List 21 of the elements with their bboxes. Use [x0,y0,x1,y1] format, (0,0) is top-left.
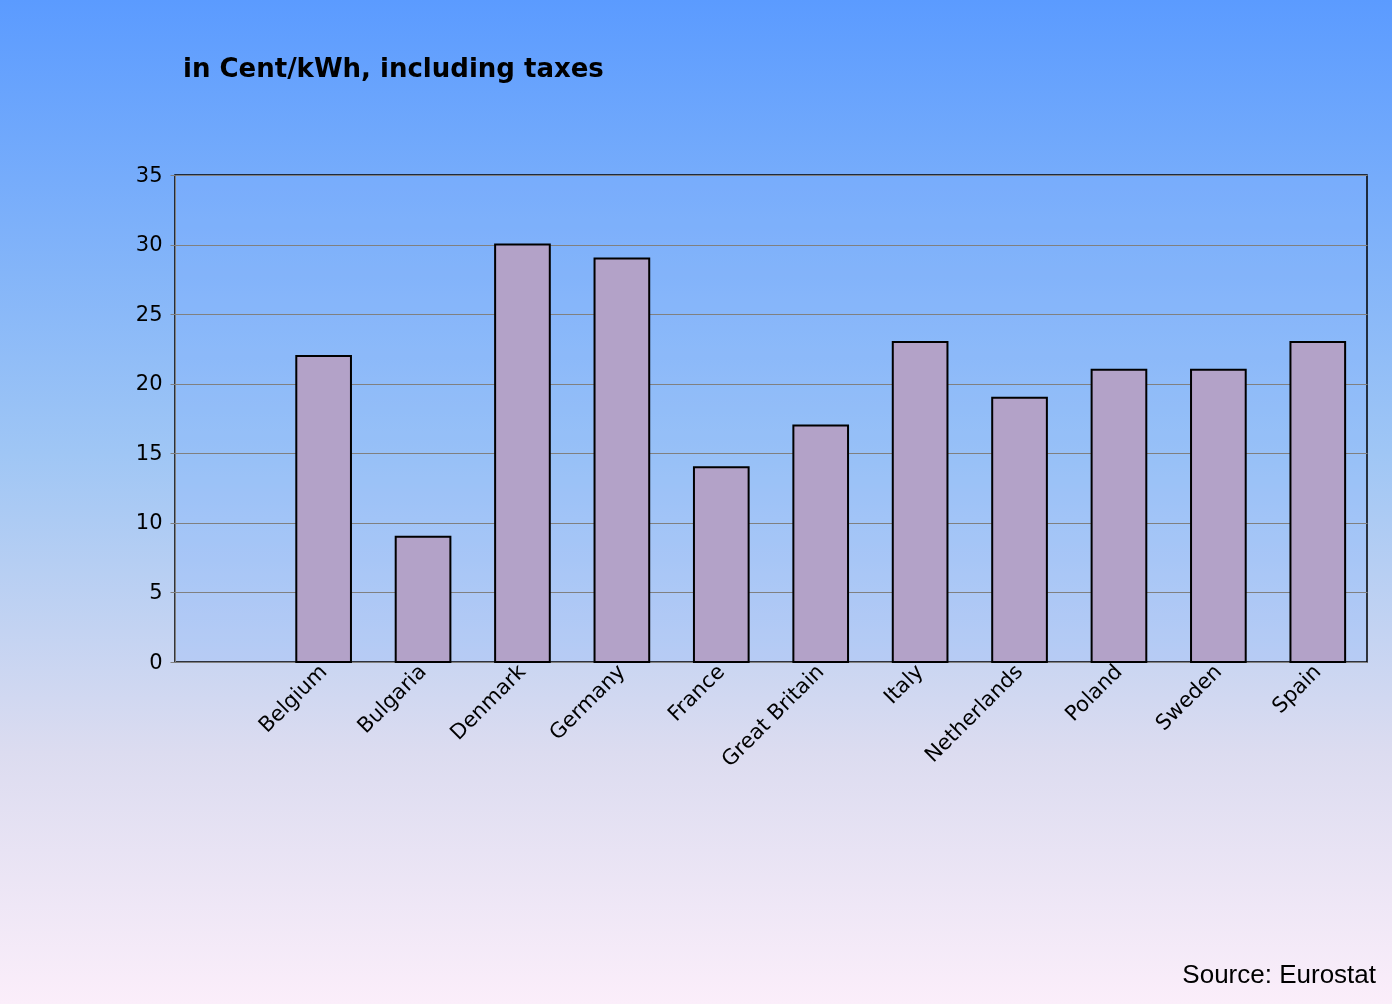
bar [593,257,651,663]
y-tick-label: 15 [135,440,163,465]
bar [494,243,551,663]
bar [891,340,949,663]
y-tick-label: 10 [135,510,163,535]
source-note: Source: Eurostat [1182,959,1376,990]
bar [991,396,1048,663]
bar [792,424,850,663]
bar [1289,340,1347,663]
bar [295,354,352,663]
y-tick-label: 30 [135,232,163,257]
bar [394,535,452,663]
chart-title: in Cent/kWh, including taxes [183,53,604,83]
y-tick-label: 35 [135,162,163,187]
y-tick-label: 20 [135,371,163,396]
y-tick-label: 5 [149,579,163,604]
bar [1090,368,1148,663]
bar [1190,368,1247,663]
y-tick-label: 25 [135,301,163,326]
bar [692,466,750,663]
y-tick-label: 0 [149,649,163,674]
